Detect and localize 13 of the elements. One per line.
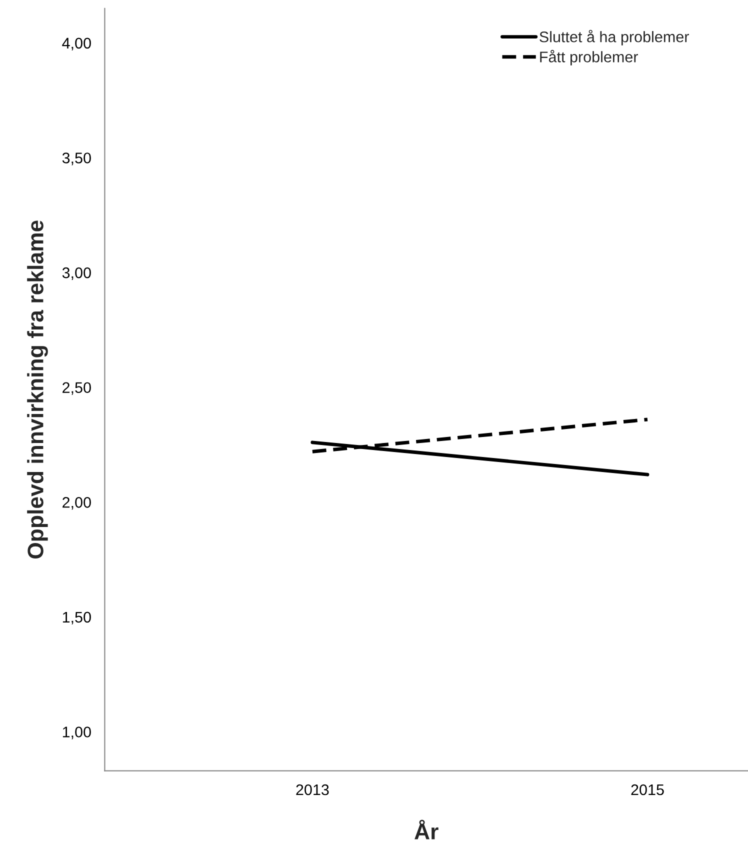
y-tick-label: 2,00 bbox=[62, 496, 91, 510]
x-axis-title: År bbox=[414, 820, 438, 840]
legend-label: Fått problemer bbox=[540, 50, 638, 66]
x-tick-label: 2013 bbox=[296, 784, 329, 796]
y-tick-label: 1,50 bbox=[62, 612, 91, 624]
legend-label: Sluttet å ha problemer bbox=[540, 30, 689, 46]
y-tick-label: 1,00 bbox=[62, 726, 91, 740]
x-tick-label: 2015 bbox=[631, 784, 664, 796]
y-tick-label: 3,50 bbox=[62, 152, 91, 166]
y-axis-title: Opplevd innvirkning fra reklame bbox=[27, 220, 48, 558]
y-tick-label: 2,50 bbox=[62, 382, 91, 395]
y-tick-label: 4,00 bbox=[62, 38, 91, 50]
y-tick-label: 3,00 bbox=[62, 267, 91, 280]
